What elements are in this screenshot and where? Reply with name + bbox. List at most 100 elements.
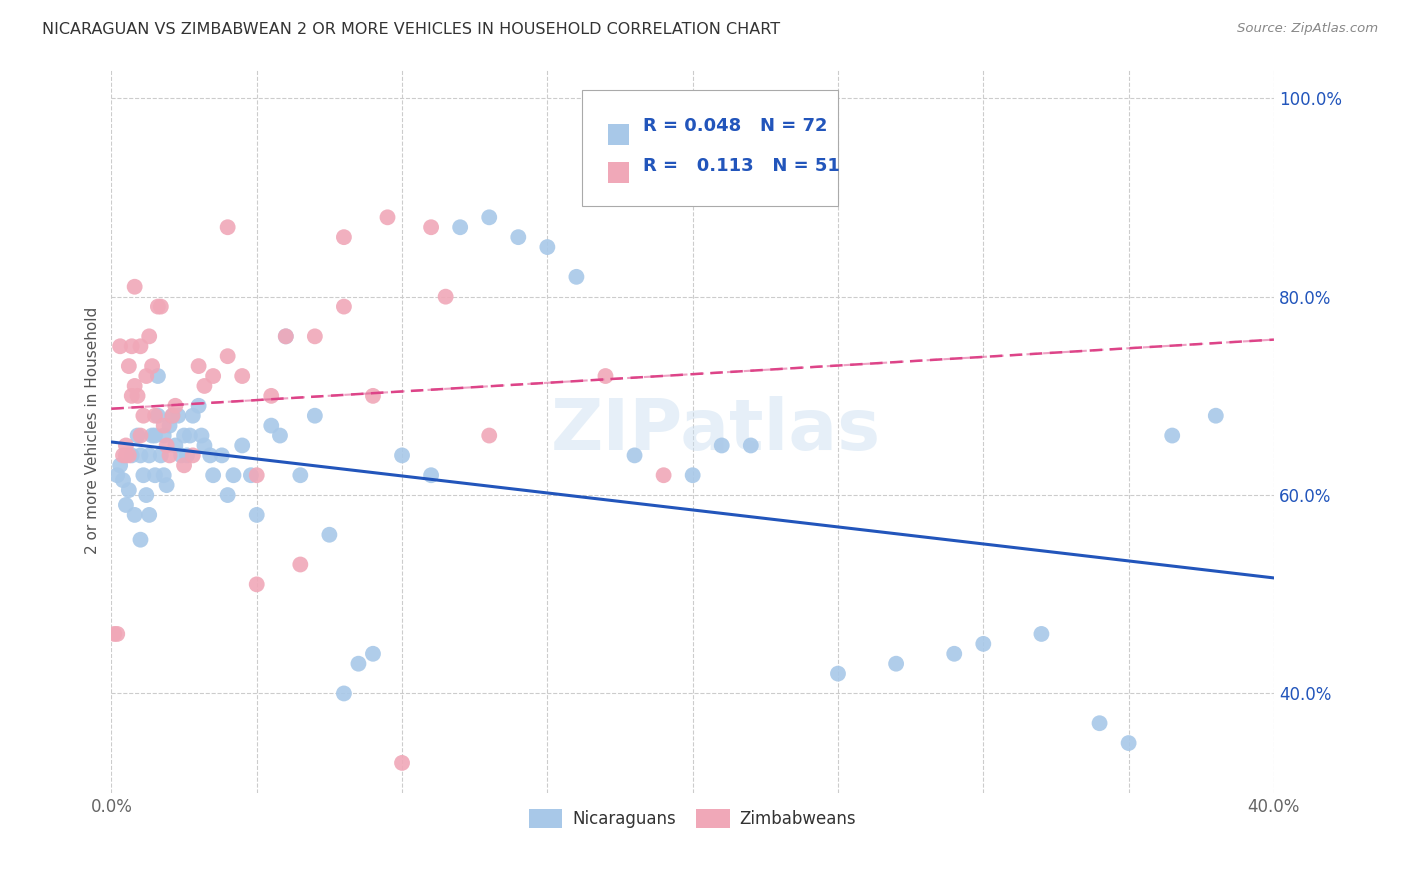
Point xyxy=(623,449,645,463)
Point xyxy=(152,418,174,433)
Point xyxy=(972,637,994,651)
Point xyxy=(152,428,174,442)
Point xyxy=(165,399,187,413)
Point xyxy=(121,449,143,463)
Point xyxy=(391,756,413,770)
Point xyxy=(115,449,138,463)
Point xyxy=(652,468,675,483)
Point xyxy=(260,418,283,433)
Point xyxy=(536,240,558,254)
Point xyxy=(318,527,340,541)
Point xyxy=(1031,627,1053,641)
Point xyxy=(290,558,312,572)
Point xyxy=(943,647,966,661)
Point xyxy=(162,409,184,423)
Text: R = 0.048   N = 72: R = 0.048 N = 72 xyxy=(643,118,827,136)
Point xyxy=(159,449,181,463)
Point xyxy=(129,339,152,353)
Point xyxy=(179,428,201,442)
Point xyxy=(884,657,907,671)
Point xyxy=(146,300,169,314)
Point xyxy=(118,449,141,463)
Point xyxy=(118,359,141,373)
Point xyxy=(124,279,146,293)
Point xyxy=(124,508,146,522)
Point xyxy=(135,488,157,502)
Point xyxy=(193,379,215,393)
Point xyxy=(565,269,588,284)
Point xyxy=(127,389,149,403)
Point xyxy=(121,389,143,403)
Point xyxy=(1088,716,1111,731)
Point xyxy=(508,230,530,244)
Text: ZIPatlas: ZIPatlas xyxy=(551,396,882,465)
Point xyxy=(231,438,253,452)
Text: R =   0.113   N = 51: R = 0.113 N = 51 xyxy=(643,157,839,176)
Point xyxy=(333,686,356,700)
Point xyxy=(1161,428,1184,442)
FancyBboxPatch shape xyxy=(582,90,838,206)
Point xyxy=(434,290,457,304)
Point xyxy=(118,483,141,497)
Point xyxy=(193,438,215,452)
Point xyxy=(129,428,152,442)
Point xyxy=(200,449,222,463)
Point xyxy=(239,468,262,483)
Point xyxy=(124,379,146,393)
FancyBboxPatch shape xyxy=(607,124,628,145)
Point xyxy=(202,369,225,384)
Point xyxy=(146,409,169,423)
Point xyxy=(108,458,131,473)
Text: Source: ZipAtlas.com: Source: ZipAtlas.com xyxy=(1237,22,1378,36)
Point xyxy=(167,409,190,423)
Point xyxy=(595,369,617,384)
Point xyxy=(231,369,253,384)
Point xyxy=(129,533,152,547)
Point xyxy=(103,627,125,641)
Point xyxy=(165,438,187,452)
Point xyxy=(710,438,733,452)
Point xyxy=(202,468,225,483)
Point xyxy=(420,220,443,235)
Point xyxy=(138,329,160,343)
Point xyxy=(1118,736,1140,750)
Point xyxy=(138,508,160,522)
Point xyxy=(156,438,179,452)
Point xyxy=(132,468,155,483)
Point xyxy=(141,359,163,373)
Point xyxy=(108,339,131,353)
Point xyxy=(211,449,233,463)
Point xyxy=(121,339,143,353)
Point xyxy=(173,428,195,442)
Point xyxy=(176,449,198,463)
Point xyxy=(115,438,138,452)
Point xyxy=(333,230,356,244)
Point xyxy=(173,458,195,473)
Point xyxy=(115,498,138,512)
Point xyxy=(333,300,356,314)
Point xyxy=(377,211,399,225)
Point xyxy=(304,409,326,423)
Point xyxy=(274,329,297,343)
FancyBboxPatch shape xyxy=(607,162,628,183)
Point xyxy=(152,468,174,483)
Point xyxy=(290,468,312,483)
Point xyxy=(682,468,704,483)
Point xyxy=(181,409,204,423)
Point xyxy=(827,666,849,681)
Point xyxy=(449,220,471,235)
Point xyxy=(159,418,181,433)
Point xyxy=(740,438,762,452)
Point xyxy=(347,657,370,671)
Point xyxy=(143,428,166,442)
Point xyxy=(105,627,128,641)
Point xyxy=(420,468,443,483)
Point xyxy=(170,449,193,463)
Point xyxy=(129,449,152,463)
Point xyxy=(274,329,297,343)
Point xyxy=(162,409,184,423)
Point xyxy=(246,508,269,522)
Point xyxy=(181,449,204,463)
Point xyxy=(112,473,135,487)
Point xyxy=(217,349,239,363)
